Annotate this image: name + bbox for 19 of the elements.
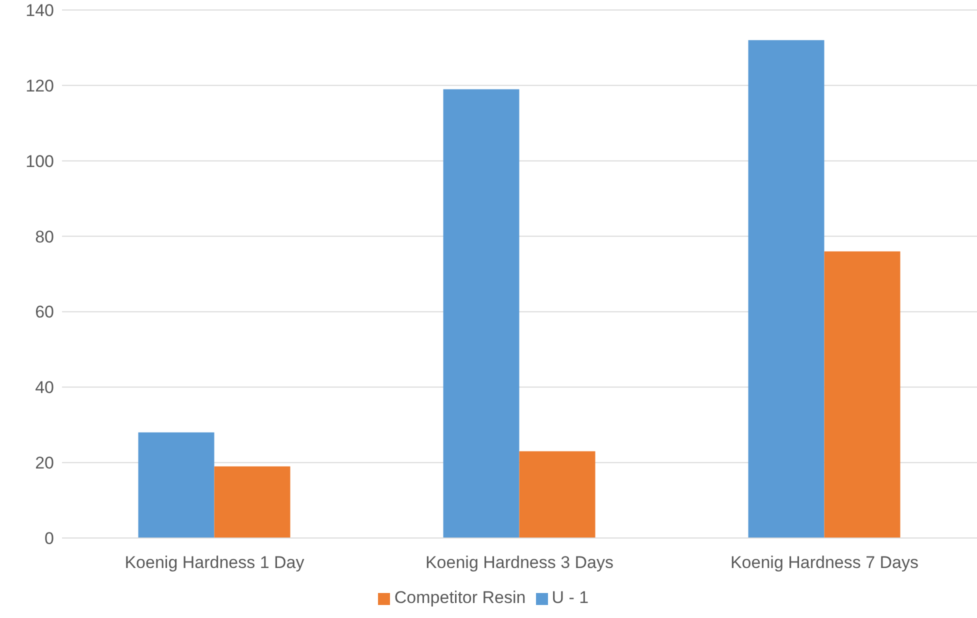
x-tick-label: Koenig Hardness 7 Days	[730, 553, 919, 572]
bar	[748, 40, 824, 538]
x-tick-label: Koenig Hardness 3 Days	[425, 553, 614, 572]
y-tick-label: 80	[35, 227, 54, 246]
x-tick-label: Koenig Hardness 1 Day	[124, 553, 305, 572]
y-tick-label: 100	[26, 152, 54, 171]
y-tick-label: 0	[44, 529, 54, 548]
legend-label: U - 1	[552, 588, 589, 607]
y-tick-label: 120	[26, 76, 54, 96]
bar	[138, 432, 214, 538]
bar	[443, 89, 520, 538]
legend-label: Competitor Resin	[394, 588, 526, 607]
y-tick-label: 140	[26, 1, 54, 20]
y-tick-label: 40	[35, 378, 54, 398]
bar	[214, 466, 290, 538]
bar	[519, 451, 596, 538]
bar	[824, 251, 900, 538]
y-tick-label: 20	[35, 454, 54, 473]
y-tick-label: 60	[35, 302, 54, 322]
